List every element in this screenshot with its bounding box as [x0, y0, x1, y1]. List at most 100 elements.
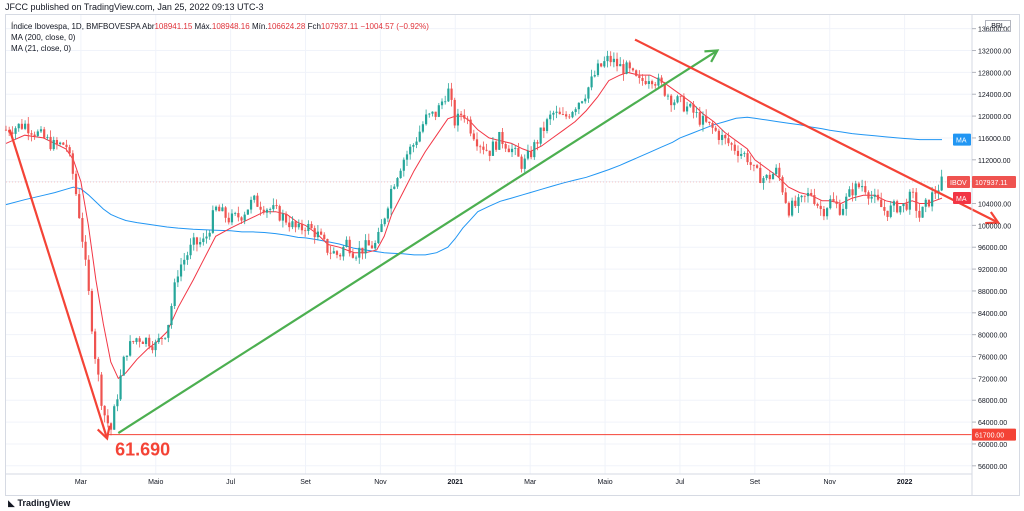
candle-body	[456, 113, 460, 126]
candle-body	[520, 156, 523, 169]
red-downtrend-1	[8, 129, 109, 439]
candle-body	[654, 84, 657, 86]
candle-body	[434, 111, 437, 117]
candle-body	[52, 140, 55, 150]
candle-body	[488, 150, 491, 156]
candle-body	[418, 131, 421, 142]
candle-body	[695, 112, 698, 113]
candle-body	[606, 55, 609, 62]
candle-body	[673, 102, 676, 106]
candle-body	[326, 238, 329, 253]
candle-body	[647, 81, 650, 84]
candle-body	[125, 355, 129, 357]
symbol-label[interactable]: Índice Ibovespa, 1D, BMFBOVESPA	[11, 22, 141, 31]
candle-body	[78, 194, 81, 219]
candle-body	[402, 159, 405, 171]
candle-body	[30, 133, 33, 135]
candle-body	[313, 228, 316, 238]
x-tick-label: Jul	[675, 479, 684, 486]
candle-body	[822, 208, 826, 217]
candle-body	[46, 136, 49, 138]
candle-body	[701, 115, 705, 125]
candle-body	[927, 199, 931, 207]
candle-body	[682, 96, 685, 112]
y-tick-label: 132000.00	[978, 49, 1011, 56]
candle-body	[523, 158, 526, 169]
candle-body	[590, 76, 593, 88]
candle-body	[33, 134, 36, 136]
candle-body	[475, 139, 479, 147]
candle-body	[440, 101, 444, 106]
red-downtrend-2	[634, 38, 999, 224]
candle-body	[138, 338, 141, 342]
candle-body	[151, 346, 154, 351]
candle-body	[880, 199, 883, 208]
candle-body	[450, 88, 453, 100]
candle-body	[380, 224, 383, 232]
candle-body	[179, 264, 183, 277]
candle-body	[571, 112, 574, 118]
candle-body	[921, 206, 924, 218]
candle-body	[899, 206, 902, 213]
legend-ma200[interactable]: MA (200, close, 0)	[11, 33, 76, 42]
candle-body	[577, 102, 580, 110]
y-tick-label: 104000.00	[978, 202, 1011, 209]
open-value: 108941.15	[154, 22, 193, 31]
candle-body	[275, 205, 278, 207]
candle-body	[542, 127, 545, 131]
y-tick-label: 64000.00	[978, 420, 1007, 427]
candle-body	[841, 208, 845, 215]
time-axis: Mar Maio Jul Set Nov 2021 Mar Maio Jul Set Nov 2022	[6, 473, 972, 486]
candle-body	[870, 196, 873, 199]
candle-body	[278, 206, 281, 221]
y-tick-label: 128000.00	[978, 70, 1011, 77]
candle-body	[230, 213, 234, 223]
candle-body	[530, 150, 533, 158]
candle-body	[27, 123, 30, 134]
candle-body	[339, 254, 342, 257]
candle-body	[240, 217, 243, 221]
candle-body	[17, 123, 20, 129]
candle-body	[342, 246, 345, 257]
candle-body	[160, 338, 164, 339]
candle-body	[227, 217, 230, 223]
y-tick-label: 84000.00	[978, 311, 1007, 318]
candle-body	[71, 153, 74, 174]
candle-body	[644, 80, 647, 84]
candle-body	[310, 223, 313, 229]
candle-body	[377, 231, 380, 244]
candle-body	[199, 242, 202, 245]
candle-body	[463, 114, 466, 119]
candle-body	[332, 251, 335, 254]
tradingview-logo[interactable]: ◣ TradingView	[8, 496, 70, 510]
candle-body	[708, 121, 711, 123]
candle-body	[14, 128, 17, 134]
candle-body	[284, 213, 288, 223]
candle-body	[335, 251, 339, 255]
candle-body	[539, 127, 542, 144]
candle-body	[584, 98, 587, 102]
candle-body	[692, 103, 695, 113]
candle-body	[902, 203, 905, 207]
legend-ma21[interactable]: MA (21, close, 0)	[11, 44, 72, 53]
candle-body	[472, 133, 475, 140]
candle-body	[393, 186, 396, 189]
candle-body	[714, 127, 717, 131]
currency-label[interactable]: BRL	[985, 20, 1011, 32]
candle-body	[908, 191, 911, 210]
candle-body	[940, 176, 943, 191]
candle-body	[533, 142, 536, 158]
candle-body	[234, 213, 237, 214]
candle-body	[319, 231, 323, 235]
red-downtrend-2-arrowhead	[985, 211, 1001, 225]
grid-lines	[6, 15, 972, 474]
candle-body	[364, 240, 367, 254]
candle-body	[11, 132, 14, 134]
x-tick-label: Mar	[75, 479, 88, 486]
candle-body	[851, 189, 854, 196]
candle-body	[386, 208, 390, 219]
candle-body	[431, 111, 434, 114]
candle-body	[262, 209, 265, 213]
candle-body	[259, 206, 262, 210]
